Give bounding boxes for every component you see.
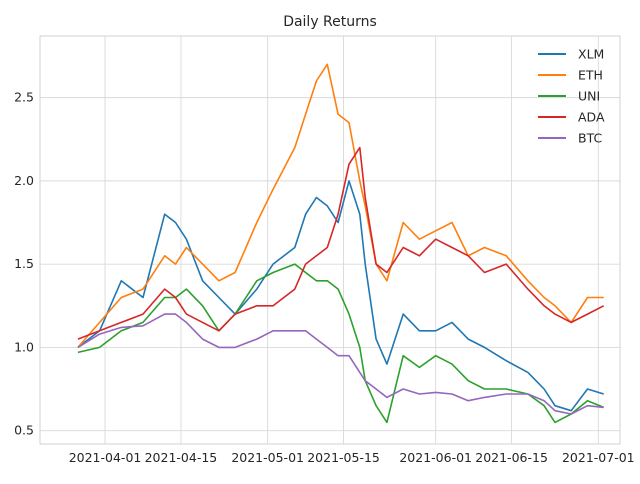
gridlines [40,36,620,444]
legend: XLM ETH UNI ADA BTC [538,47,605,146]
y-tick-label: 1.5 [14,256,34,271]
x-tick-label: 2021-06-15 [475,450,548,465]
x-tick-label: 2021-07-01 [562,450,635,465]
x-tick-label: 2021-04-15 [145,450,218,465]
series-line-ada [77,146,605,340]
x-tick-label: 2021-06-01 [399,450,472,465]
series-lines [77,63,605,424]
y-tick-label: 2.5 [14,90,34,105]
legend-label-uni: UNI [578,89,600,104]
series-line-btc [77,313,604,415]
legend-label-ada: ADA [578,110,605,125]
x-tick-label: 2021-05-01 [231,450,304,465]
series-line-uni [77,263,605,424]
series-line-xlm [77,180,604,412]
x-tick-labels: 2021-04-01 2021-04-15 2021-05-01 2021-05-15… [69,450,635,465]
legend-label-btc: BTC [578,131,602,146]
legend-label-xlm: XLM [578,47,604,62]
x-tick-label: 2021-04-01 [69,450,142,465]
y-tick-label: 0.5 [14,423,34,438]
chart-title: Daily Returns [283,14,377,30]
y-tick-label: 2.0 [14,173,34,188]
y-tick-labels: 0.5 1.0 1.5 2.0 2.5 [14,90,34,438]
legend-label-eth: ETH [578,68,603,83]
y-tick-label: 1.0 [14,339,34,354]
series-line-eth [77,63,604,348]
x-tick-label: 2021-05-15 [307,450,380,465]
